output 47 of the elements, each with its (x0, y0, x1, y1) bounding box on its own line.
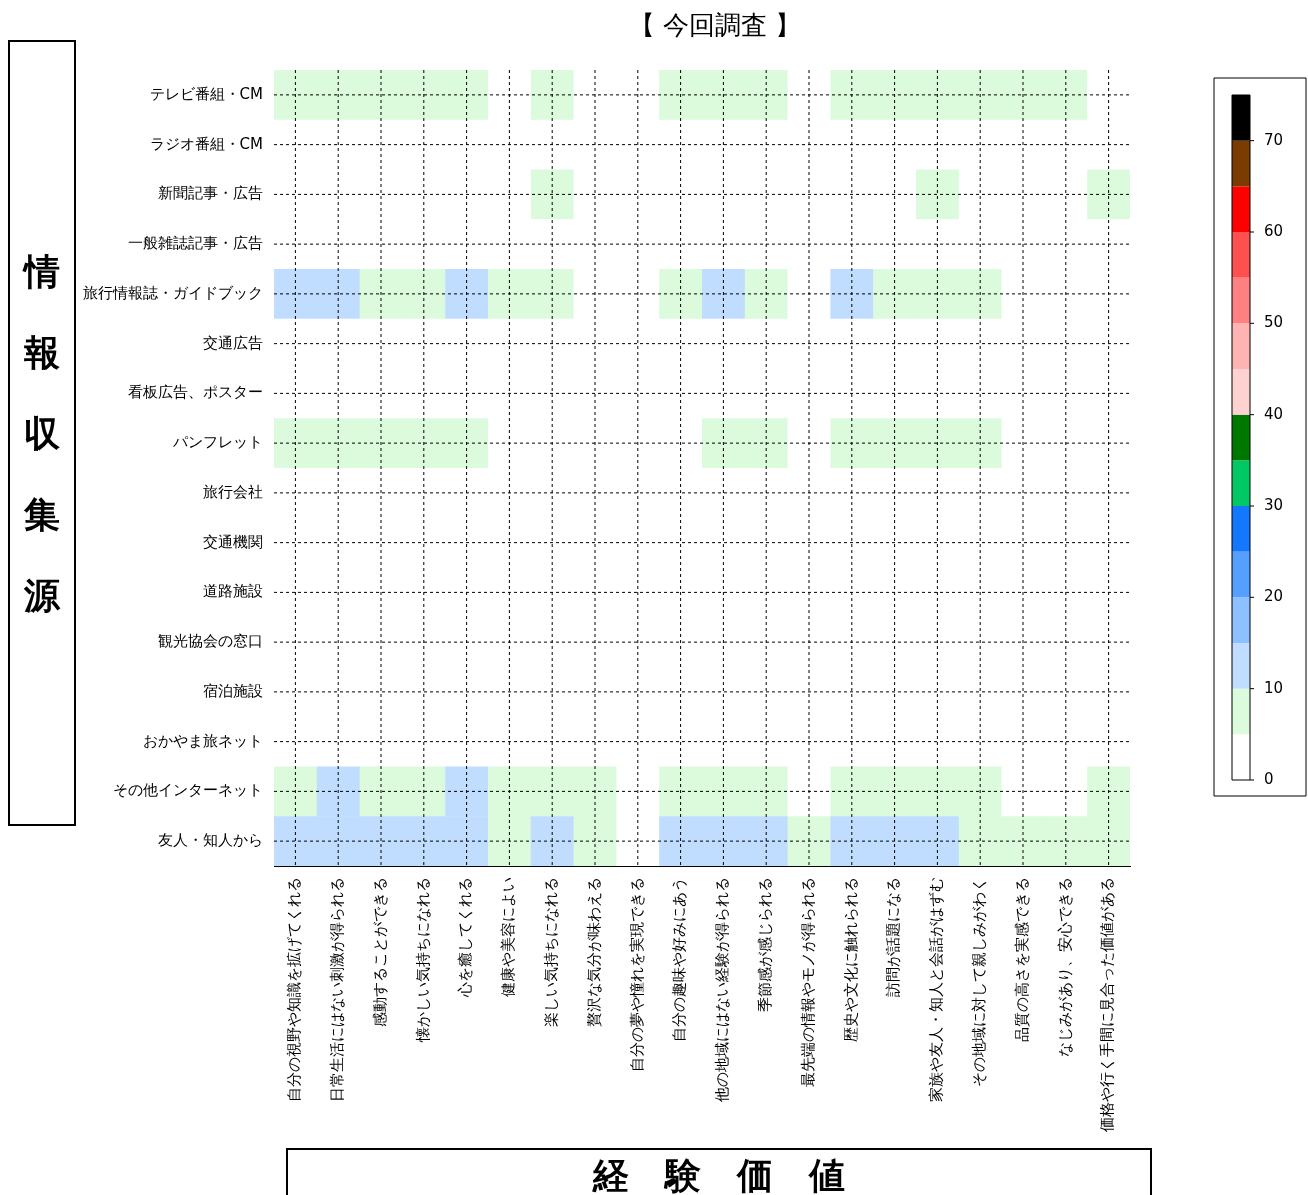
y-tick-label: 道路施設 (203, 582, 263, 601)
y-tick-label: パンフレット (172, 433, 263, 452)
y-tick-label: 旅行情報誌・ガイドブック (83, 283, 263, 302)
y-axis-title: 情報収集源 (24, 249, 60, 618)
y-tick-label: おかやま旅ネット (143, 731, 263, 750)
color-bar-label: 60 (1264, 221, 1284, 240)
color-bar-label: 40 (1264, 404, 1284, 423)
x-tick-label: 他の地域にはない経験が得られる (713, 877, 732, 1102)
y-tick-label: 交通広告 (203, 333, 263, 352)
y-tick-label: 宿泊施設 (203, 681, 263, 700)
x-tick-label: 家族や友人・知人と会話がはずむ (927, 877, 946, 1102)
y-tick-label: 旅行会社 (203, 482, 263, 501)
x-tick-label: 最先端の情報やモノが得られる (798, 877, 817, 1087)
color-bar-label: 10 (1264, 678, 1284, 697)
x-tick-label: 懐かしい気持ちになれる (413, 877, 432, 1043)
x-tick-label: 品質の高さを実感できる (1012, 877, 1031, 1042)
y-tick-label: 看板広告、ポスター (128, 383, 263, 402)
x-tick-label: 歴史や文化に触れられる (841, 877, 860, 1042)
y-tick-label: 友人・知人から (158, 831, 263, 850)
x-tick-label: 季節感が感じられる (756, 877, 775, 1012)
color-bar-label: 0 (1264, 769, 1274, 788)
y-tick-label: 観光協会の窓口 (158, 632, 263, 651)
color-bar-label: 20 (1264, 587, 1284, 606)
x-tick-label: 楽しい気持ちになれる (542, 877, 561, 1027)
x-tick-label: その地域に対して親しみがわく (970, 877, 989, 1087)
y-tick-label: テレビ番組・CM (149, 84, 263, 103)
y-tick-label: その他インターネット (113, 781, 263, 800)
x-tick-label: 贅沢な気分が味わえる (584, 877, 603, 1027)
x-tick-label: 自分の趣味や好みにあう (670, 877, 689, 1042)
y-tick-label: 交通機関 (203, 532, 263, 551)
x-tick-label: 日常生活にはない刺激が得られる (328, 877, 347, 1102)
x-axis-title: 経 験 価 値 (286, 1148, 1152, 1195)
x-tick-label: 訪問が話題になる (884, 877, 903, 997)
x-tick-label: なじみがあり、安心できる (1055, 877, 1074, 1057)
x-tick-label: 感動することができる (370, 877, 389, 1027)
x-tick-label: 自分の夢や憧れを実現できる (627, 877, 646, 1072)
y-tick-label: 新聞記事・広告 (158, 184, 263, 203)
x-tick-label: 心を癒してくれる (456, 877, 475, 998)
y-tick-label: ラジオ番組・CM (149, 134, 263, 153)
x-tick-label: 健康や美容によい (499, 877, 518, 997)
x-tick-label: 価格や行く手間に見合った価値がある (1098, 877, 1117, 1132)
chart-title: 【 今回調査 】 (627, 9, 803, 42)
x-tick-label: 自分の視野や知識を拡げてくれる (285, 877, 304, 1102)
color-bar-label: 30 (1264, 495, 1284, 514)
color-bar-label: 50 (1264, 313, 1284, 332)
color-bar-label: 70 (1264, 130, 1284, 149)
y-tick-label: 一般雑誌記事・広告 (128, 234, 263, 253)
